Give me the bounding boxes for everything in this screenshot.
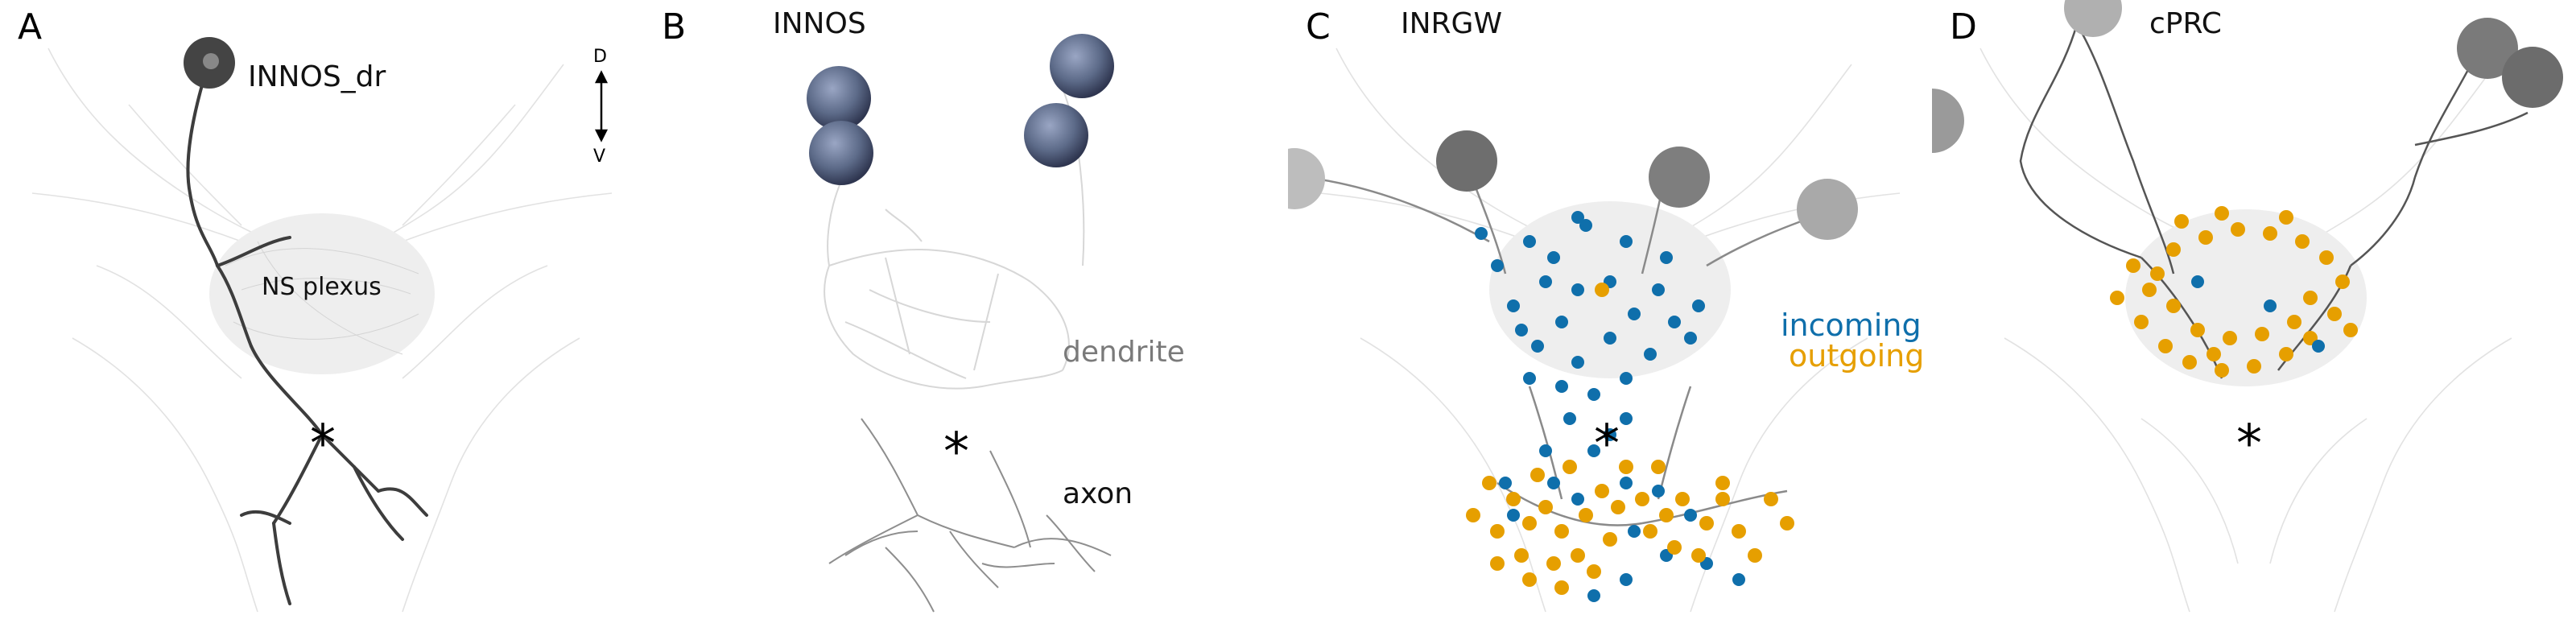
asterisk-marker: * xyxy=(310,415,336,474)
panel-d-drawing xyxy=(1932,0,2563,613)
plexus-fibers xyxy=(225,241,419,355)
inrgw-somata xyxy=(1288,130,1858,240)
panel-a-title: INNOS_dr xyxy=(248,60,386,93)
panel-b: B INNOS dendrite axon * xyxy=(644,0,1288,644)
innos-dendrites xyxy=(824,88,1085,390)
panel-d: D cPRC * xyxy=(1932,0,2576,644)
axon-label: axon xyxy=(1063,477,1133,510)
innos-soma xyxy=(1050,34,1114,98)
panel-a: A INNOS_dr NS plexus * D V xyxy=(0,0,644,644)
panel-c-drawing xyxy=(1288,47,1901,613)
innos-axons xyxy=(828,418,1112,613)
panel-c-letter: C xyxy=(1306,6,1331,47)
panel-b-letter: B xyxy=(662,6,687,47)
dorsal-label: D xyxy=(593,47,607,67)
panel-b-drawing xyxy=(807,34,1114,613)
panel-c: C INRGW incoming outgoing * xyxy=(1288,0,1932,644)
soma-highlight xyxy=(203,53,219,69)
outgoing-synapses xyxy=(1466,283,1794,595)
incoming-legend: incoming xyxy=(1781,308,1922,343)
panel-a-letter: A xyxy=(18,6,43,47)
panel-d-letter: D xyxy=(1950,6,1977,47)
innos-soma xyxy=(809,121,873,185)
orientation-arrow xyxy=(594,70,609,142)
asterisk-marker: * xyxy=(2236,415,2262,474)
plexus-mesh xyxy=(1489,201,1731,378)
ventral-label: V xyxy=(593,147,606,167)
ns-plexus-label: NS plexus xyxy=(262,273,382,301)
outgoing-legend: outgoing xyxy=(1789,338,1925,374)
cprc-somata xyxy=(1932,0,2563,153)
innos-soma xyxy=(807,66,871,130)
innos-dr-neuron xyxy=(186,64,428,605)
asterisk-marker: * xyxy=(1594,415,1620,474)
incoming-synapses xyxy=(2191,275,2325,353)
dendrite-label: dendrite xyxy=(1063,336,1185,369)
cprc-neurons xyxy=(2019,23,2561,379)
asterisk-marker: * xyxy=(943,423,969,482)
outgoing-synapses xyxy=(2110,206,2358,378)
panel-d-title: cPRC xyxy=(2149,7,2222,40)
panel-b-title: INNOS xyxy=(773,7,866,40)
incoming-synapses xyxy=(1475,211,1745,602)
panel-a-drawing xyxy=(31,37,613,613)
panel-c-title: INRGW xyxy=(1401,7,1503,40)
innos-soma xyxy=(1024,103,1088,167)
